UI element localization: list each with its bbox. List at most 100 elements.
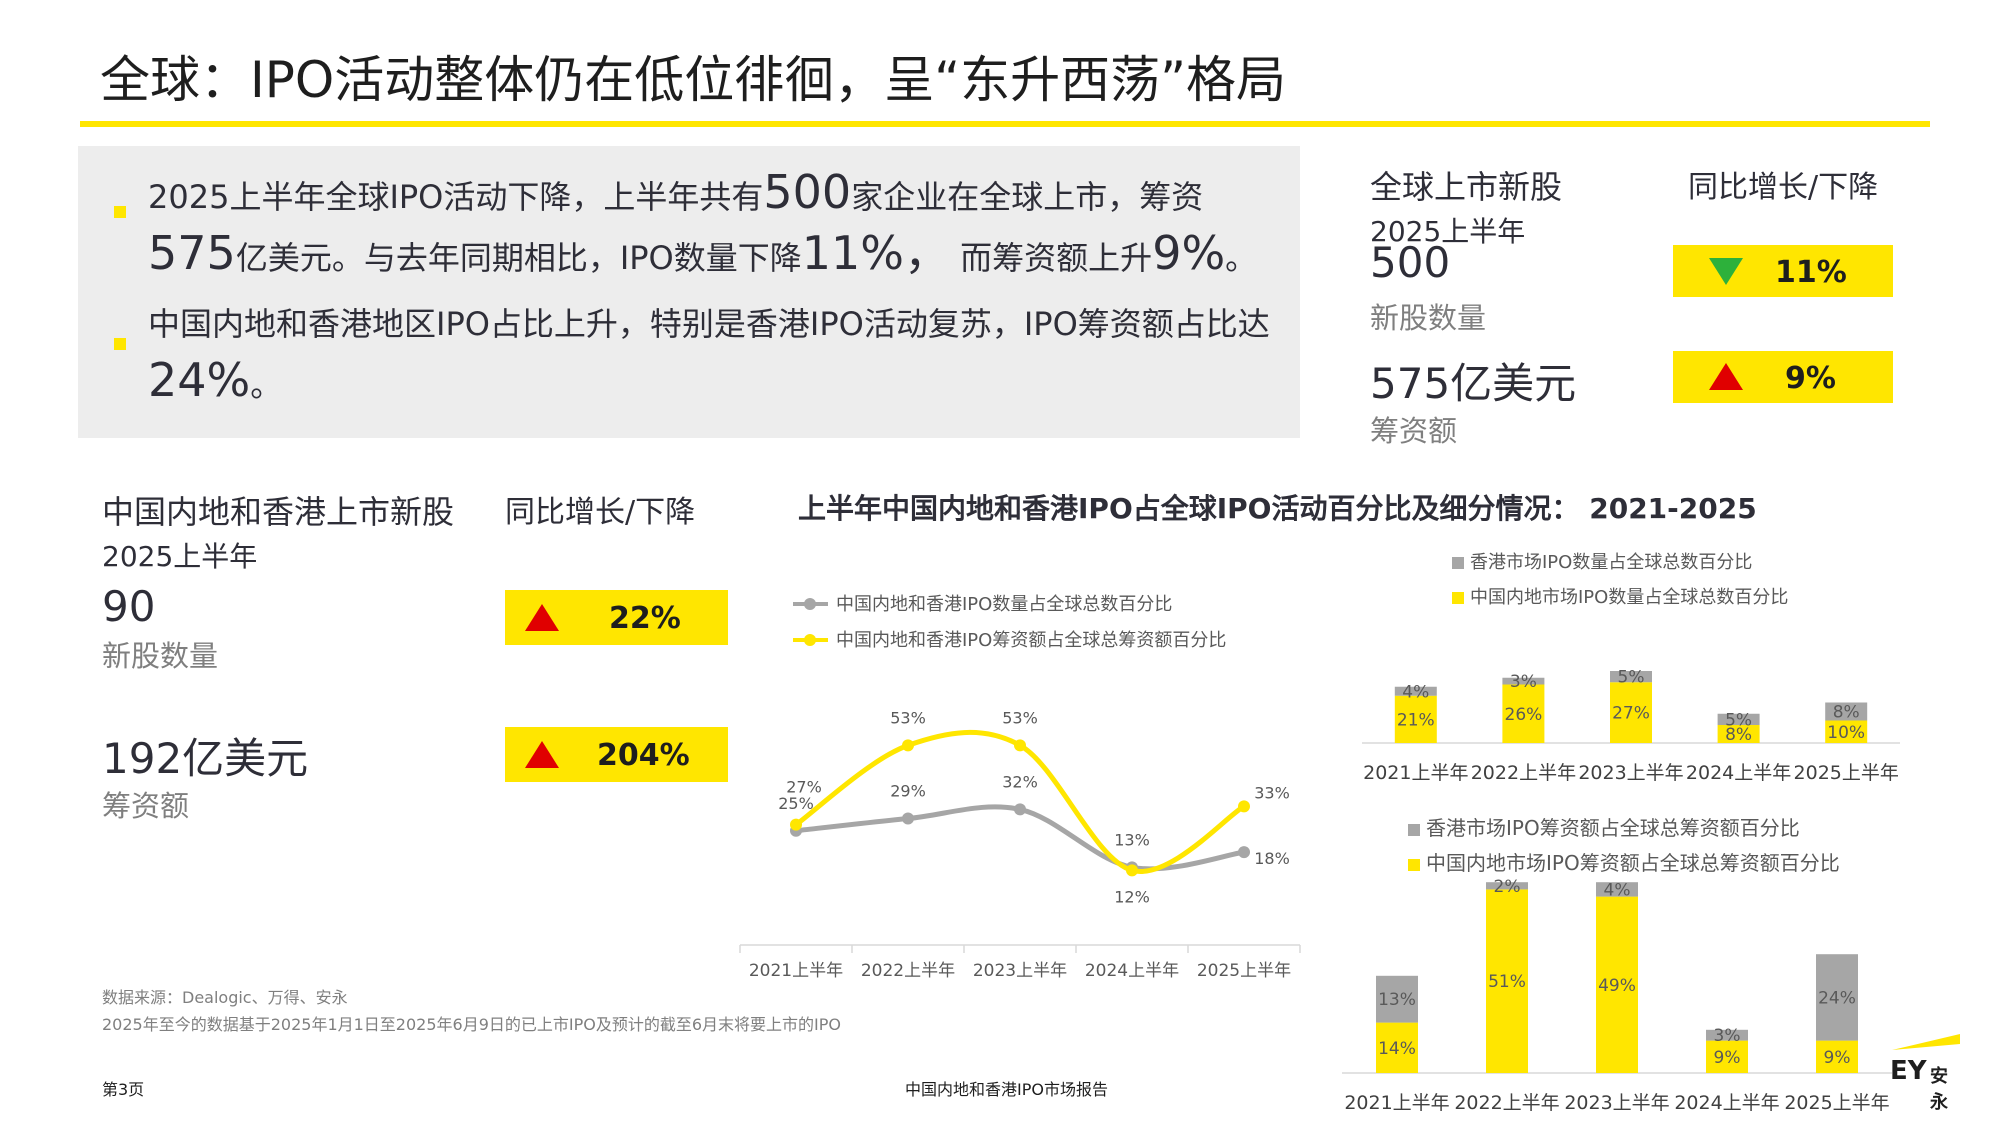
data-label: 14% <box>1378 1039 1416 1059</box>
bar-segment <box>1816 954 1858 1041</box>
bar-segment <box>1376 975 1418 1023</box>
data-label: 33% <box>1254 783 1290 802</box>
up-arrow-icon <box>525 741 559 768</box>
x-tick-label: 2023上半年 <box>1564 1092 1669 1114</box>
data-label: 2% <box>1494 877 1521 897</box>
data-label: 3% <box>1714 1026 1741 1046</box>
x-tick-label: 2023上半年 <box>1578 762 1683 784</box>
data-label: 5% <box>1725 710 1752 730</box>
x-tick-label: 2025上半年 <box>1794 762 1899 784</box>
ey-logo-text: 安永 <box>1930 1066 1948 1113</box>
bar-segment <box>1486 889 1528 1073</box>
bullet-highlight: 9% <box>1152 226 1226 280</box>
legend-label: 香港市场IPO筹资额占全球总筹资额百分比 <box>1426 816 1800 840</box>
data-label: 32% <box>1002 772 1038 791</box>
bar-segment <box>1394 695 1437 743</box>
data-label: 24% <box>1818 988 1856 1008</box>
legend-marker-swatch <box>804 634 816 646</box>
data-point <box>790 818 802 831</box>
china-proceeds-label: 筹资额 <box>102 789 190 823</box>
data-point <box>902 812 914 825</box>
bullet-highlight: 500 <box>763 165 852 219</box>
x-tick-label: 2025上半年 <box>1197 961 1291 981</box>
data-point <box>1014 803 1026 816</box>
global-proceeds-value: 575亿美元 <box>1370 359 1577 408</box>
bullet-text: 中国内地和香港地区IPO占比上升，特别是香港IPO活动复苏，IPO筹资额占比达 <box>148 305 1270 343</box>
legend-swatch <box>1452 592 1464 604</box>
x-tick-label: 2024上半年 <box>1674 1092 1779 1114</box>
down-arrow-icon <box>1709 258 1743 285</box>
title-underline <box>80 121 1930 127</box>
bar-chart-proceeds: 香港市场IPO筹资额占全球总筹资额百分比中国内地市场IPO筹资额占全球总筹资额百… <box>1342 816 1892 1114</box>
legend-label: 中国内地市场IPO筹资额占全球总筹资额百分比 <box>1426 851 1840 875</box>
data-label: 27% <box>786 778 822 797</box>
ey-logo: EY 安永 <box>1890 1032 1962 1113</box>
x-tick-label: 2021上半年 <box>1363 762 1468 784</box>
data-point <box>1238 846 1250 859</box>
x-tick-label: 2022上半年 <box>1471 762 1576 784</box>
chart-section-title: 上半年中国内地和香港IPO占全球IPO活动百分比及细分情况： 2021-2025 <box>798 492 1757 525</box>
global-count-change-box: 11% <box>1673 245 1893 297</box>
bar-segment <box>1610 671 1652 683</box>
bar-segment <box>1596 882 1638 897</box>
data-point <box>1126 864 1138 877</box>
bullet-text: 。 <box>250 366 283 404</box>
bar-segment <box>1706 1040 1748 1073</box>
data-label: 25% <box>778 794 814 813</box>
data-label: 12% <box>1114 887 1150 906</box>
page-number: 第3页 <box>102 1080 145 1099</box>
bar-segment <box>1502 677 1545 685</box>
china-heading: 中国内地和香港上市新股 <box>102 493 455 531</box>
legend-label: 中国内地和香港IPO筹资额占全球总筹资额百分比 <box>836 630 1226 651</box>
data-label: 21% <box>1397 710 1435 730</box>
data-point <box>1014 739 1026 752</box>
legend-label: 香港市场IPO数量占全球总数百分比 <box>1470 552 1752 573</box>
bar-segment <box>1486 882 1528 890</box>
bullet-highlight: 575 <box>148 226 236 280</box>
data-label: 18% <box>1254 849 1290 868</box>
global-count-label: 新股数量 <box>1370 301 1487 335</box>
bullet-text: 而筹资额上升 <box>950 239 1153 277</box>
x-tick-label: 2024上半年 <box>1686 762 1791 784</box>
bar-segment <box>1610 682 1652 743</box>
legend-swatch <box>1452 557 1464 569</box>
data-label: 53% <box>1002 708 1038 727</box>
x-tick-label: 2024上半年 <box>1085 961 1179 981</box>
bar-segment <box>1376 1022 1418 1073</box>
page-title: 全球：IPO活动整体仍在低位徘徊，呈“东升西荡”格局 <box>100 51 1287 109</box>
data-point <box>1238 800 1250 813</box>
china-proceeds-value: 192亿美元 <box>102 734 309 783</box>
data-label: 29% <box>890 782 926 801</box>
bullet-highlight: 24% <box>148 353 251 407</box>
china-count-change: 22% <box>609 601 681 636</box>
global-proceeds-change-box: 9% <box>1673 351 1893 403</box>
series-line <box>794 729 1246 874</box>
bar-segment <box>1596 896 1638 1073</box>
bar-segment <box>1825 702 1868 721</box>
data-label: 4% <box>1604 880 1631 900</box>
data-label: 10% <box>1827 723 1865 743</box>
bar-segment <box>1502 684 1545 743</box>
bullet-text: 家企业在全球上市，筹资 <box>851 178 1204 216</box>
global-proceeds-label: 筹资额 <box>1370 414 1458 448</box>
x-tick-label: 2021上半年 <box>749 961 843 981</box>
x-tick-label: 2022上半年 <box>861 961 955 981</box>
x-tick-label: 2021上半年 <box>1344 1092 1449 1114</box>
data-label: 9% <box>1824 1048 1851 1068</box>
global-yoy-heading: 同比增长/下降 <box>1688 170 1879 205</box>
bar-segment <box>1394 686 1437 696</box>
bullet-china-summary: 中国内地和香港地区IPO占比上升，特别是香港IPO活动复苏，IPO筹资额占比达 2… <box>114 296 1278 413</box>
bullet-text: 亿美元。与去年同期相比，IPO数量下降 <box>235 239 802 277</box>
x-tick-label: 2022上半年 <box>1454 1092 1559 1114</box>
up-arrow-icon <box>525 604 559 631</box>
data-label: 27% <box>1612 704 1650 724</box>
data-point <box>902 739 914 752</box>
legend-swatch <box>1408 859 1420 871</box>
data-label: 8% <box>1833 703 1860 723</box>
line-chart: 中国内地和香港IPO数量占全球总数百分比中国内地和香港IPO筹资额占全球总筹资额… <box>739 594 1301 981</box>
bullet-marker <box>114 338 126 350</box>
data-label: 51% <box>1488 972 1526 992</box>
china-count-value: 90 <box>102 582 156 631</box>
bullet-highlight: 11%， <box>801 226 950 280</box>
